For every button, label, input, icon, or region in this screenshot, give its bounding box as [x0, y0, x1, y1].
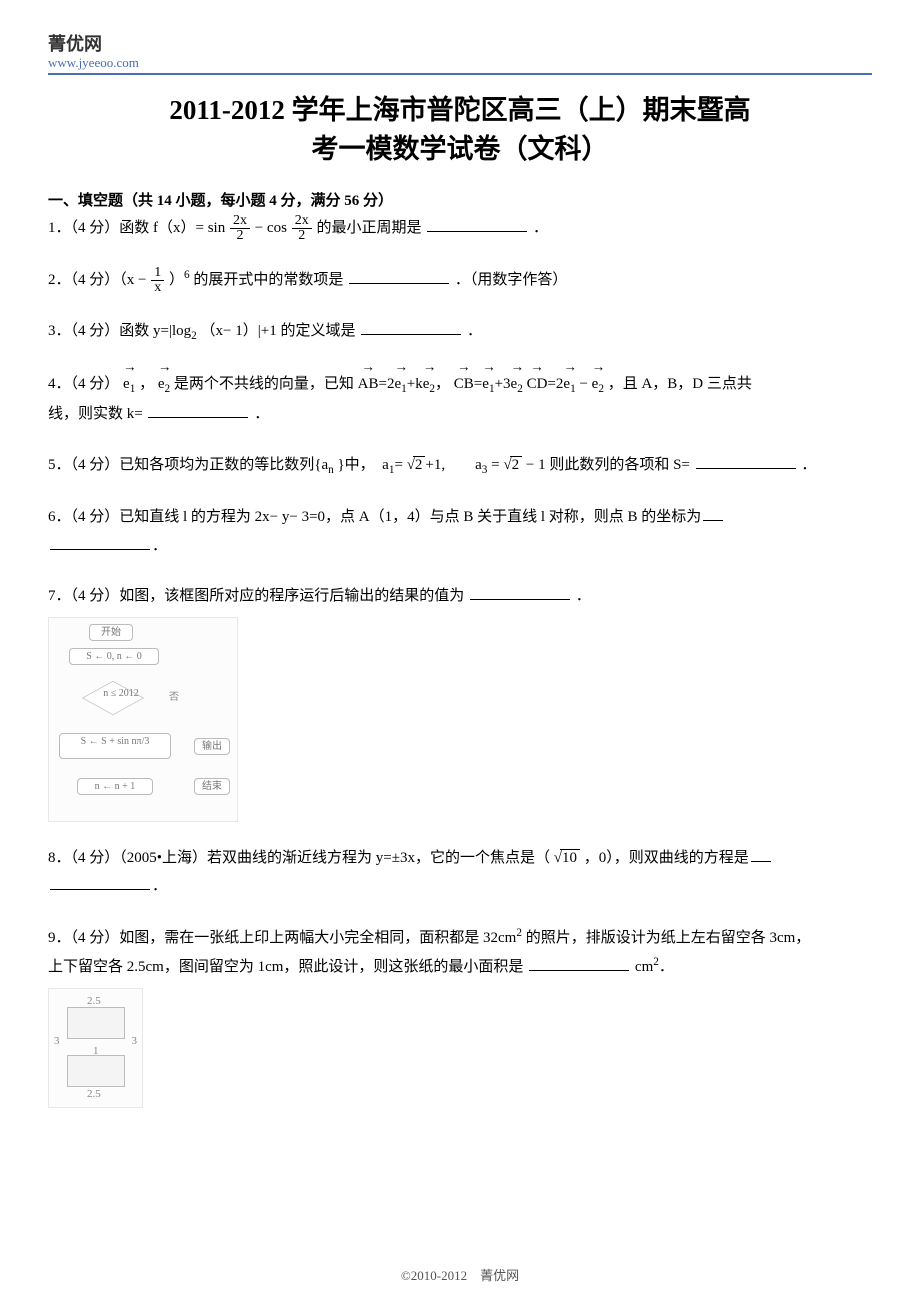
answer-blank: [148, 403, 248, 418]
sqrt: √2: [503, 451, 522, 480]
vector: e2: [158, 370, 170, 400]
fc-inc: n ← n + 1: [77, 778, 153, 795]
fc-body: S ← S + sin nπ/3: [59, 733, 171, 759]
flowchart-figure: 开始 S ← 0, n ← 0 n ≤ 2012 否 S ← S + sin n…: [48, 617, 238, 822]
title-line-2: 考一模数学试卷（文科）: [312, 134, 609, 164]
answer-blank: [361, 320, 461, 335]
site-name: 菁优网: [48, 30, 872, 56]
fc-cond: n ≤ 2012: [82, 680, 144, 714]
photo-1: [67, 1007, 125, 1039]
vector: CB: [454, 370, 474, 399]
photo-2: [67, 1055, 125, 1087]
vector: e1: [123, 370, 135, 400]
sqrt: √2: [407, 451, 426, 480]
answer-blank: [470, 585, 570, 600]
document-title: 2011-2012 学年上海市普陀区高三（上）期末暨高 考一模数学试卷（文科）: [48, 91, 872, 169]
fc-init: S ← 0, n ← 0: [69, 648, 159, 665]
answer-blank: [50, 535, 150, 550]
fc-label-no: 否: [169, 688, 179, 707]
answer-blank: [751, 847, 771, 862]
sqrt: √10: [554, 844, 580, 873]
layout-diagram: 2.5 3 3 1 2.5: [48, 988, 143, 1108]
fc-end: 结束: [194, 778, 230, 795]
title-line-1: 2011-2012 学年上海市普陀区高三（上）期末暨高: [169, 95, 750, 125]
page-header: 菁优网 www.jyeeoo.com: [48, 30, 872, 75]
answer-blank: [696, 454, 796, 469]
question-7: 7．（4 分）如图，该框图所对应的程序运行后输出的结果的值为 ． 开始 S ← …: [48, 582, 872, 822]
section-1-heading: 一、填空题（共 14 小题，每小题 4 分，满分 56 分）: [48, 189, 872, 210]
answer-blank: [703, 506, 723, 521]
question-4: 4．（4 分） e1 ， e2 是两个不共线的向量，已知 AB=2e1+ke2，…: [48, 370, 872, 429]
fraction: 1x: [151, 266, 164, 295]
fc-start: 开始: [89, 624, 133, 641]
question-3: 3．（4 分）函数 y=|log2 （x− 1）|+1 的定义域是 ．: [48, 317, 872, 347]
question-5: 5．（4 分）已知各项均为正数的等比数列{an }中， a1= √2+1, a3…: [48, 451, 872, 481]
answer-blank: [50, 875, 150, 890]
page-footer: ©2010-2012 菁优网: [0, 1265, 920, 1284]
fraction: 2x2: [292, 214, 312, 243]
question-8: 8．（4 分）（2005•上海）若双曲线的渐近线方程为 y=±3x，它的一个焦点…: [48, 844, 872, 901]
answer-blank: [427, 217, 527, 232]
question-2: 2．（4 分）（x − 1x ）6 的展开式中的常数项是 ．（用数字作答）: [48, 265, 872, 295]
question-1: 1．（4 分）函数 f（x）= sin 2x2 − cos 2x2 的最小正周期…: [48, 214, 872, 243]
vector: CD: [527, 370, 548, 399]
answer-blank: [529, 956, 629, 971]
vector: AB: [358, 370, 379, 399]
question-6: 6．（4 分）已知直线 l 的方程为 2x− y− 3=0，点 A（1，4）与点…: [48, 503, 872, 560]
fraction: 2x2: [230, 214, 250, 243]
fc-out: 输出: [194, 738, 230, 755]
question-9: 9．（4 分）如图，需在一张纸上印上两幅大小完全相同，面积都是 32cm2 的照…: [48, 923, 872, 1108]
site-url: www.jyeeoo.com: [48, 55, 872, 71]
answer-blank: [349, 269, 449, 284]
